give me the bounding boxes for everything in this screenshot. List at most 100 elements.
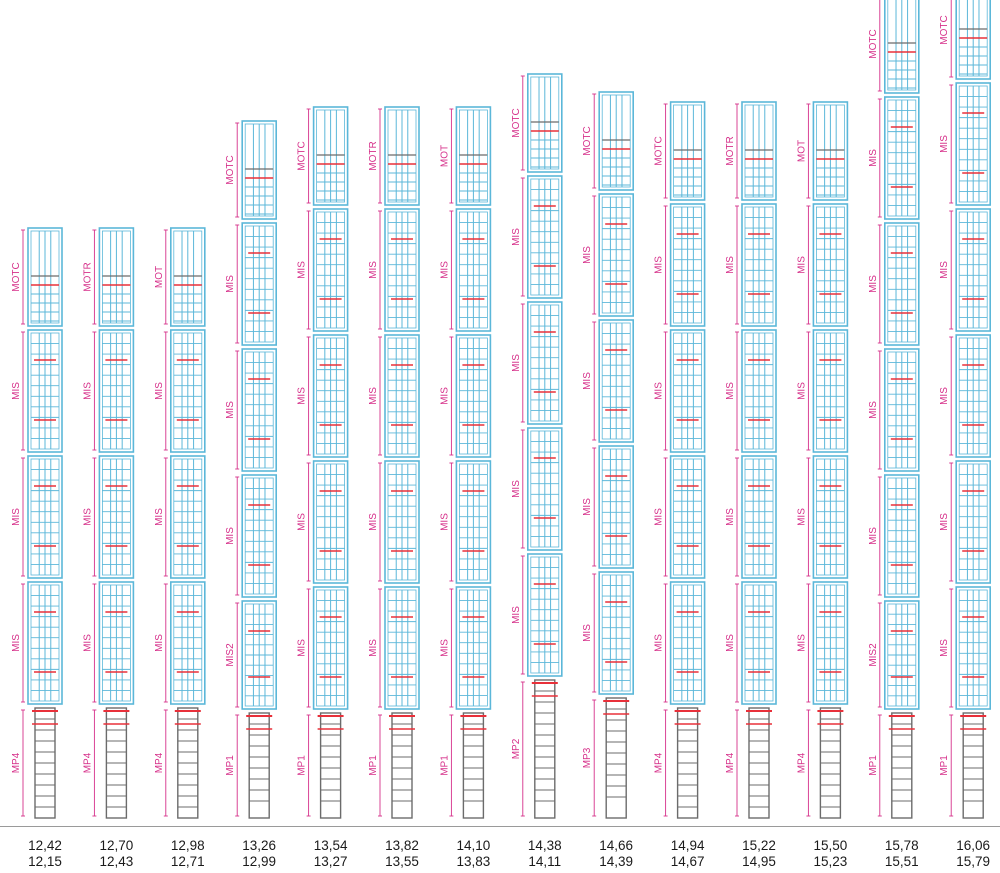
module-label: MIS xyxy=(868,401,879,419)
module-mot: MOT xyxy=(439,106,492,206)
module-mis: MIS xyxy=(654,329,706,453)
module-mis: MIS xyxy=(368,460,420,584)
module-mis: MIS xyxy=(11,455,63,579)
ladder-column-7: MP1 MIS MIS MIS MIS MOT xyxy=(439,106,492,819)
module-motc: MOTC xyxy=(939,0,992,80)
height-pair-8: 14,38 14,11 xyxy=(515,838,575,870)
module-mis: MIS xyxy=(82,455,135,579)
module-label: MIS xyxy=(368,513,379,531)
module-mis: MIS xyxy=(796,455,849,579)
module-label: MIS xyxy=(225,401,236,419)
ladder-column-14: MP1 MIS MIS MIS MIS MIS MOTC xyxy=(939,0,992,819)
module-mis: MIS xyxy=(654,203,706,327)
module-label: MIS xyxy=(82,634,93,652)
height-pair-10: 14,94 14,67 xyxy=(658,838,718,870)
module-label: MIS xyxy=(654,634,665,652)
ground-line xyxy=(0,826,1000,827)
module-label: MOTC xyxy=(939,15,950,44)
module-mis: MIS xyxy=(82,581,135,705)
height-bottom: 12,15 xyxy=(28,854,62,869)
module-mp1: MP1 xyxy=(939,712,987,819)
module-motc: MOTC xyxy=(11,227,63,327)
ladder-column-6: MP1 MIS MIS MIS MIS MOTR xyxy=(368,106,420,819)
module-mis: MIS xyxy=(511,301,563,425)
height-pair-5: 13,54 13,27 xyxy=(301,838,361,870)
module-label: MOT xyxy=(796,140,807,162)
module-mp1: MP1 xyxy=(368,712,415,819)
ladder-rails xyxy=(962,712,984,819)
height-pair-9: 14,66 14,39 xyxy=(586,838,646,870)
module-motr: MOTR xyxy=(368,106,420,206)
height-top: 14,94 xyxy=(670,838,705,853)
module-mis: MIS xyxy=(11,329,63,453)
module-mis: MIS xyxy=(654,581,706,705)
module-mis: MIS xyxy=(297,208,349,332)
module-mis: MIS xyxy=(439,586,492,710)
module-label: MIS2 xyxy=(868,643,879,667)
height-top: 12,42 xyxy=(28,838,62,853)
module-label: MIS xyxy=(725,508,736,526)
ladder-column-5: MP1 MIS MIS MIS MIS MOTC xyxy=(297,106,349,819)
height-bottom: 15,23 xyxy=(813,854,848,869)
module-label: MOTC xyxy=(225,155,236,184)
module-label: MOTC xyxy=(297,141,308,170)
module-mis: MIS xyxy=(725,581,777,705)
module-label: MIS xyxy=(796,634,807,652)
module-label: MIS xyxy=(297,387,308,405)
height-top: 13,82 xyxy=(385,838,419,853)
height-pair-11: 15,22 14,95 xyxy=(729,838,789,870)
module-mis: MIS xyxy=(439,334,492,458)
ladder-column-4: MP1 MIS2 MIS MIS MIS MOTC xyxy=(225,120,277,819)
module-label: MIS xyxy=(297,261,308,279)
height-bottom: 12,71 xyxy=(170,854,205,869)
module-mis: MIS xyxy=(939,82,992,206)
module-label: MIS xyxy=(368,261,379,279)
height-top: 13,54 xyxy=(313,838,348,853)
module-mis: MIS xyxy=(297,334,349,458)
ladder-column-13: MP1 MIS2 MIS MIS MIS MIS MOTC xyxy=(868,0,920,819)
module-label: MIS xyxy=(11,634,22,652)
height-bottom: 15,79 xyxy=(956,854,991,869)
height-values-row: 12,42 12,15 12,70 12,43 12,98 12,71 13,26 12,99… xyxy=(0,838,1000,872)
module-label: MIS xyxy=(725,256,736,274)
module-mis: MIS xyxy=(297,586,349,710)
module-mis2: MIS2 xyxy=(868,600,920,710)
height-top: 15,78 xyxy=(884,838,919,853)
module-mp1: MP1 xyxy=(225,712,273,819)
module-mis: MIS xyxy=(511,175,563,299)
module-mis: MIS xyxy=(225,348,277,472)
module-motc: MOTC xyxy=(225,120,277,220)
module-label: MP4 xyxy=(11,752,22,773)
height-bottom: 13,83 xyxy=(456,854,491,869)
module-mis: MIS xyxy=(939,586,992,710)
module-label: MOTC xyxy=(11,262,22,291)
height-bottom: 14,11 xyxy=(528,854,562,869)
height-top: 14,10 xyxy=(456,838,491,853)
module-label: MIS xyxy=(654,508,665,526)
module-label: MIS xyxy=(725,382,736,400)
height-pair-6: 13,82 13,55 xyxy=(372,838,432,870)
module-label: MIS xyxy=(582,372,593,390)
module-mis: MIS xyxy=(582,319,635,443)
module-mp1: MP1 xyxy=(439,712,487,819)
module-mis: MIS xyxy=(725,203,777,327)
ladder-rails xyxy=(891,712,913,819)
module-label: MIS xyxy=(297,639,308,657)
module-label: MP4 xyxy=(796,752,807,773)
module-motr: MOTR xyxy=(725,101,777,201)
module-label: MIS xyxy=(939,135,950,153)
module-label: MIS xyxy=(511,228,522,246)
module-label: MP4 xyxy=(82,752,93,773)
module-label: MP1 xyxy=(368,755,379,776)
module-label: MIS xyxy=(939,261,950,279)
module-mis2: MIS2 xyxy=(225,600,277,710)
height-pair-1: 12,42 12,15 xyxy=(15,838,75,870)
module-label: MP4 xyxy=(654,752,665,773)
ladder-column-10: MP4 MIS MIS MIS MIS MOTC xyxy=(654,101,706,819)
module-mis: MIS xyxy=(582,193,635,317)
module-label: MOTR xyxy=(82,262,93,291)
height-bottom: 14,39 xyxy=(599,854,634,869)
module-label: MIS xyxy=(154,508,165,526)
module-label: MIS xyxy=(297,513,308,531)
module-label: MIS xyxy=(154,382,165,400)
